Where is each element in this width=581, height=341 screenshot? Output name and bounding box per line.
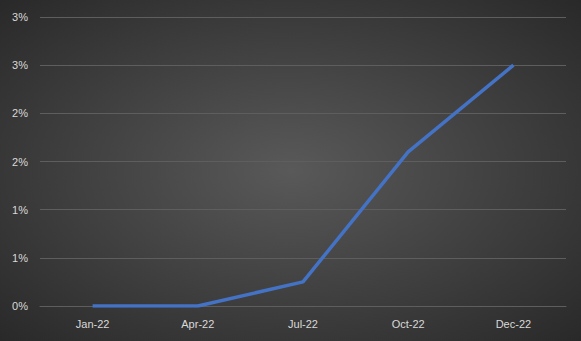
svg-text:Jul-22: Jul-22 <box>288 318 318 330</box>
svg-text:2%: 2% <box>12 156 28 168</box>
svg-text:0%: 0% <box>12 300 28 312</box>
svg-text:1%: 1% <box>12 252 28 264</box>
svg-text:1%: 1% <box>12 204 28 216</box>
svg-text:Dec-22: Dec-22 <box>496 318 531 330</box>
svg-text:Apr-22: Apr-22 <box>181 318 214 330</box>
svg-text:Jan-22: Jan-22 <box>76 318 110 330</box>
svg-text:Oct-22: Oct-22 <box>392 318 425 330</box>
svg-text:2%: 2% <box>12 107 28 119</box>
svg-text:3%: 3% <box>12 59 28 71</box>
svg-text:3%: 3% <box>12 11 28 23</box>
